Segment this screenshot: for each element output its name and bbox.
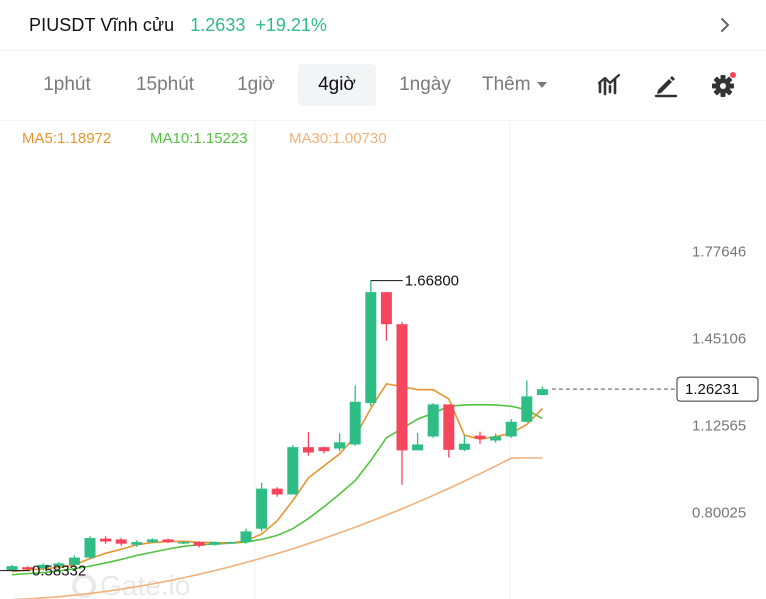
last-price: 1.2633 [190, 14, 246, 35]
tab-1-day[interactable]: 1ngày [399, 74, 451, 95]
watermark-logo-icon [72, 574, 96, 598]
ma30-legend: MA30:1.00730 [289, 130, 387, 147]
tab-4-hour[interactable]: 4giờ [298, 64, 376, 106]
y-axis-tick-label: 1.45106 [692, 331, 746, 348]
header-divider [0, 50, 766, 51]
candle-body[interactable] [53, 563, 65, 567]
candle-body[interactable] [271, 488, 283, 495]
current-price-box [676, 376, 759, 402]
candle-body[interactable] [334, 442, 346, 449]
candle-body[interactable] [178, 542, 190, 544]
y-axis-tick-label: 1.77646 [692, 244, 746, 261]
candle-body[interactable] [68, 557, 80, 565]
candle-body[interactable] [256, 488, 268, 529]
candle-body[interactable] [240, 531, 252, 543]
candle-body[interactable] [521, 396, 533, 422]
interval-tabs: 1phút 15phút 1giờ 4giờ 1ngày Thêm [0, 64, 766, 108]
change-percent: +19.21% [255, 14, 327, 35]
low-marker-label: 0.58332 [32, 563, 86, 580]
more-intervals-dropdown[interactable]: Thêm [482, 64, 547, 106]
candle-body[interactable] [37, 564, 49, 569]
ticker-header: PIUSDT Vĩnh cửu 1.2633 +19.21% [0, 0, 766, 50]
tabs-divider [0, 120, 766, 121]
candle-body[interactable] [396, 324, 408, 451]
ma30-line [11, 457, 543, 599]
tab-15-minute[interactable]: 15phút [135, 74, 195, 95]
candle-body[interactable] [146, 539, 158, 543]
candlestick-chart[interactable]: Gate.io1.776461.451061.125650.800251.262… [0, 121, 766, 599]
candle-body[interactable] [22, 567, 34, 570]
more-label: Thêm [482, 74, 531, 95]
symbol-title[interactable]: PIUSDT Vĩnh cửu [29, 14, 175, 35]
draw-pen-icon[interactable] [653, 72, 679, 98]
chevron-right-icon[interactable] [716, 16, 734, 34]
candle-body[interactable] [380, 292, 392, 325]
indicators-icon[interactable] [597, 72, 623, 98]
settings-gear-icon[interactable] [710, 72, 736, 98]
candle-body[interactable] [427, 404, 439, 437]
candle-body[interactable] [458, 443, 470, 450]
candle-body[interactable] [505, 421, 517, 437]
candle-body[interactable] [115, 539, 127, 544]
candle-body[interactable] [193, 542, 205, 546]
candle-body[interactable] [224, 542, 236, 544]
notification-dot [730, 72, 736, 78]
candle-body[interactable] [318, 447, 330, 452]
candle-body[interactable] [412, 444, 424, 451]
y-axis-tick-label: 1.12565 [692, 418, 746, 435]
tab-1-hour[interactable]: 1giờ [237, 74, 275, 95]
y-axis-tick-label: 0.80025 [692, 505, 746, 522]
candle-body[interactable] [302, 447, 314, 453]
ma10-legend: MA10:1.15223 [150, 130, 248, 147]
candle-body[interactable] [490, 436, 502, 441]
tab-1-minute[interactable]: 1phút [43, 74, 91, 95]
candle-body[interactable] [536, 389, 548, 396]
high-marker-label: 1.66800 [405, 273, 459, 290]
candle-body[interactable] [131, 542, 143, 545]
candle-body[interactable] [100, 538, 112, 542]
candle-body[interactable] [209, 542, 221, 545]
candle-body[interactable] [287, 447, 299, 495]
candle-body[interactable] [84, 538, 96, 558]
candle-body[interactable] [365, 292, 377, 404]
ma5-legend: MA5:1.18972 [22, 130, 112, 147]
current-price-label: 1.26231 [685, 381, 739, 398]
candle-body[interactable] [162, 539, 174, 543]
candle-body[interactable] [443, 404, 455, 450]
caret-down-icon [536, 81, 547, 88]
candle-body[interactable] [474, 435, 486, 439]
candle-body[interactable] [349, 401, 361, 445]
candle-body[interactable] [6, 566, 18, 571]
